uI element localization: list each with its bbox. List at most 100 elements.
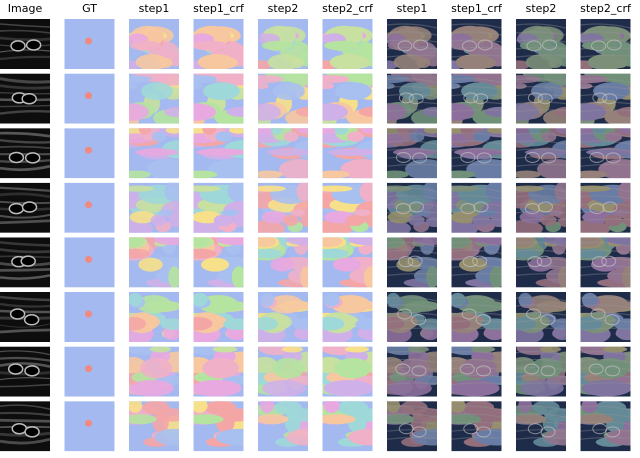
- segment: [334, 122, 348, 135]
- column-header: step2_crf: [322, 2, 374, 15]
- image-tile: [563, 233, 640, 288]
- image-tile: [503, 181, 582, 237]
- image-tile: [0, 183, 50, 233]
- gt-region: [85, 38, 92, 45]
- image-tile: [175, 341, 263, 397]
- column-header: GT: [82, 2, 97, 15]
- segment: [372, 103, 406, 120]
- segment: [426, 266, 438, 288]
- segment: [373, 220, 411, 236]
- segment: [355, 318, 383, 330]
- image-tile: [369, 292, 443, 344]
- image-tile: [306, 181, 391, 237]
- segment: [360, 181, 382, 202]
- segment: [293, 318, 317, 330]
- segment: [531, 82, 563, 100]
- segment: [122, 170, 150, 178]
- segment: [328, 149, 378, 156]
- segment: [135, 149, 179, 156]
- image-tile: [245, 341, 328, 397]
- image-tile: [0, 74, 50, 124]
- column-header: step1_crf: [193, 2, 245, 15]
- segment: [345, 346, 369, 352]
- column-header: step1_crf: [451, 2, 503, 15]
- segment: [556, 126, 572, 133]
- segment: [324, 293, 340, 307]
- segment: [254, 186, 286, 192]
- segment: [512, 83, 526, 89]
- image-tile: [506, 118, 586, 180]
- column-header: step2: [526, 2, 557, 15]
- tissue-band: [0, 269, 50, 270]
- segment: [221, 209, 238, 216]
- segment: [286, 408, 320, 421]
- image-tile: [65, 347, 115, 397]
- segment: [486, 181, 508, 202]
- segment: [216, 429, 263, 446]
- image-tile: [429, 66, 519, 130]
- image-tile: [431, 233, 524, 288]
- segment: [424, 126, 440, 133]
- segment: [215, 132, 232, 142]
- segment: [192, 380, 242, 396]
- image-tile: [118, 19, 183, 70]
- segment: [185, 249, 216, 259]
- image-tile: [438, 399, 522, 452]
- segment: [136, 54, 168, 70]
- image-tile: [178, 118, 263, 180]
- vessel: [25, 427, 39, 437]
- segment: [122, 186, 154, 192]
- segment: [316, 317, 345, 330]
- vessel: [25, 366, 39, 376]
- segment: [353, 209, 370, 216]
- image-tile: [65, 128, 115, 178]
- segment: [166, 126, 182, 133]
- segment: [317, 249, 348, 259]
- image-tile: [305, 233, 398, 288]
- segment: [435, 220, 478, 236]
- segment: [512, 170, 540, 178]
- image-tile: [244, 233, 331, 288]
- image-tile: [65, 19, 115, 69]
- image-tile: [432, 181, 517, 237]
- segment: [130, 380, 173, 396]
- segment: [138, 258, 162, 272]
- segment: [177, 220, 220, 236]
- column-header: step1: [397, 2, 428, 15]
- segments: [503, 341, 586, 397]
- segment: [192, 293, 208, 307]
- image-tile: [65, 237, 115, 287]
- gt-region: [85, 256, 92, 263]
- segment: [228, 181, 250, 202]
- segment: [286, 234, 323, 245]
- segment: [121, 236, 144, 248]
- segment: [160, 302, 182, 310]
- image-tile: [570, 399, 640, 452]
- image-tile: [431, 292, 509, 344]
- segment: [260, 399, 274, 413]
- image-tile: [111, 292, 185, 344]
- segment: [184, 186, 221, 192]
- segments: [175, 341, 263, 397]
- segment: [284, 132, 298, 142]
- image-tile: [173, 292, 251, 344]
- image-tile: [376, 19, 441, 70]
- image-tile: [564, 181, 640, 237]
- segment: [198, 54, 235, 70]
- image-tile: [243, 292, 317, 344]
- segment: [283, 215, 299, 226]
- segment: [526, 54, 558, 70]
- segment: [254, 83, 268, 89]
- segment: [330, 54, 367, 70]
- segment: [490, 266, 504, 288]
- segment: [340, 159, 387, 180]
- image-tile: [371, 181, 450, 237]
- segment: [186, 83, 203, 89]
- segment: [232, 266, 246, 288]
- image-tile: [500, 66, 584, 130]
- image-tile: [116, 118, 196, 180]
- segment: [318, 83, 335, 89]
- segments: [112, 233, 199, 288]
- image-tile: [571, 19, 639, 70]
- image-tile: [65, 74, 115, 124]
